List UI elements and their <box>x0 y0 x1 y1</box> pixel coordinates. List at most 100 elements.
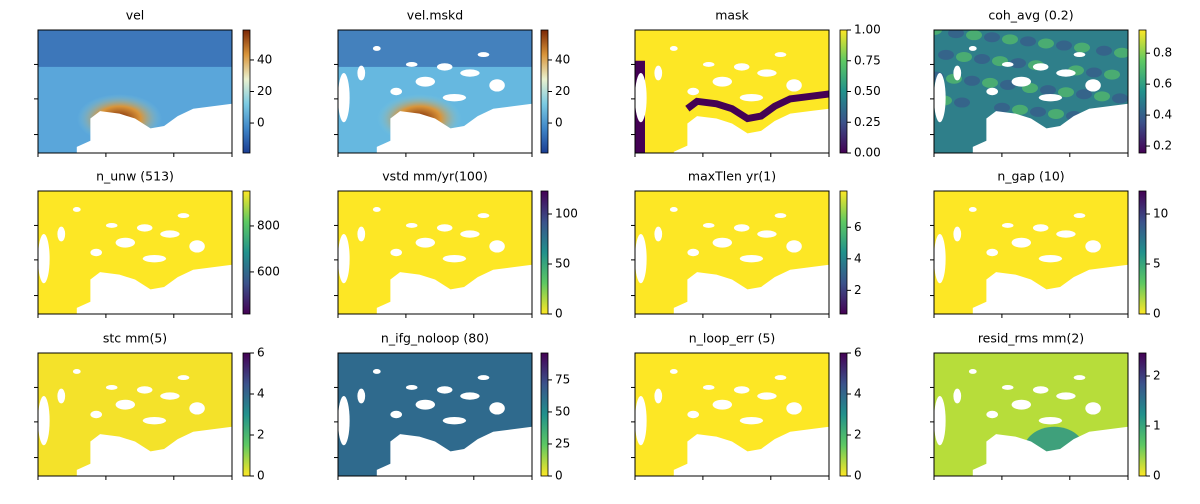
colorbar-tick-label: 10 <box>1153 207 1168 221</box>
map-hole <box>415 76 435 87</box>
map-hole <box>338 396 350 446</box>
map-hole <box>712 76 732 87</box>
map-texture <box>1074 42 1090 53</box>
colorbar <box>1138 190 1147 315</box>
map-hole <box>72 368 81 374</box>
map-hole <box>357 388 366 404</box>
colorbar <box>1138 352 1147 477</box>
colorbar-tick-label: 0 <box>555 307 563 321</box>
map-hole <box>654 226 663 242</box>
map-hole <box>1038 416 1063 425</box>
colorbar-tick-label: 0.2 <box>1153 139 1172 153</box>
map-hole <box>968 368 977 374</box>
colorbar-tick-label: 0 <box>555 469 563 483</box>
map-hole <box>1038 254 1063 263</box>
map-texture <box>1012 104 1028 115</box>
map-hole <box>477 52 490 58</box>
axes-frame <box>37 190 233 315</box>
map-hole <box>1073 213 1086 219</box>
map-hole <box>934 73 946 123</box>
map-texture <box>938 49 954 60</box>
map-hole <box>460 230 480 238</box>
map-hole <box>968 206 977 212</box>
map-hole <box>489 79 505 92</box>
map-hole <box>986 410 999 419</box>
map-hole <box>436 224 453 232</box>
map-texture <box>974 54 990 65</box>
colorbar-tick-label: 0 <box>1153 469 1161 483</box>
map-hole <box>357 226 366 242</box>
map-hole <box>189 402 205 415</box>
map-texture <box>1096 45 1112 56</box>
map-image <box>934 353 1128 476</box>
map-hole <box>774 375 787 381</box>
map-hole <box>733 386 750 394</box>
map-image <box>338 191 532 314</box>
map-texture <box>956 51 972 62</box>
map-hole <box>415 399 435 410</box>
colorbar-tick-label: 75 <box>555 372 570 386</box>
map-hole <box>934 234 946 284</box>
map-hole <box>460 392 480 400</box>
map-hole <box>986 87 999 96</box>
map-coast <box>76 103 232 153</box>
map-hole <box>189 240 205 253</box>
map-hole <box>460 69 480 77</box>
map-hole <box>372 45 381 51</box>
map-hole <box>739 254 764 263</box>
map-texture <box>1112 93 1128 104</box>
map-image <box>38 191 232 314</box>
panel-title: vel.mskd <box>407 8 463 23</box>
map-hole <box>687 410 700 419</box>
map-hole <box>1056 230 1076 238</box>
map-texture <box>1030 106 1046 117</box>
colorbar-tick-label: 2 <box>1153 369 1161 383</box>
map-hole <box>115 237 135 248</box>
map-hole <box>338 234 350 284</box>
map-hole <box>953 65 962 81</box>
map-texture <box>948 30 964 39</box>
colorbar-tick-label: 0 <box>1153 307 1161 321</box>
colorbar-tick-label: 25 <box>555 436 570 450</box>
colorbar <box>1138 29 1147 154</box>
map-hole <box>687 87 700 96</box>
map-texture <box>964 75 980 86</box>
map-hole <box>953 388 962 404</box>
map-hole <box>38 234 50 284</box>
panel-title: n_loop_err (5) <box>689 331 776 346</box>
panel-title: maxTlen yr(1) <box>688 169 776 184</box>
map-hole <box>390 87 403 96</box>
map-hole <box>1038 93 1063 102</box>
axes-frame <box>337 352 533 477</box>
map-hole <box>733 63 750 71</box>
map-hole <box>702 384 715 390</box>
colorbar-tick-label: 0.4 <box>1153 108 1172 122</box>
map-hole <box>1056 392 1076 400</box>
map-texture <box>1114 47 1128 58</box>
map-hole <box>405 61 418 67</box>
map-hole <box>712 237 732 248</box>
map-hole <box>442 416 467 425</box>
panel-title: resid_rms mm(2) <box>978 331 1084 346</box>
panel-title: mask <box>715 8 749 23</box>
map-hole <box>142 416 167 425</box>
colorbar <box>540 29 549 154</box>
map-hole <box>1001 222 1014 228</box>
axes-frame <box>337 190 533 315</box>
colorbar-tick-label: 0 <box>854 469 862 483</box>
colorbar <box>242 352 251 477</box>
panel-title: vel <box>126 8 145 23</box>
axes-frame <box>933 352 1129 477</box>
map-coast <box>972 426 1128 476</box>
map-hole <box>160 392 180 400</box>
map-hole <box>442 93 467 102</box>
map-hole <box>1085 240 1101 253</box>
map-hole <box>160 230 180 238</box>
colorbar <box>839 29 848 154</box>
map-hole <box>390 410 403 419</box>
map-hole <box>136 224 153 232</box>
map-hole <box>1011 399 1031 410</box>
colorbar-tick-label: 2 <box>257 428 265 442</box>
axes-frame <box>634 29 830 154</box>
